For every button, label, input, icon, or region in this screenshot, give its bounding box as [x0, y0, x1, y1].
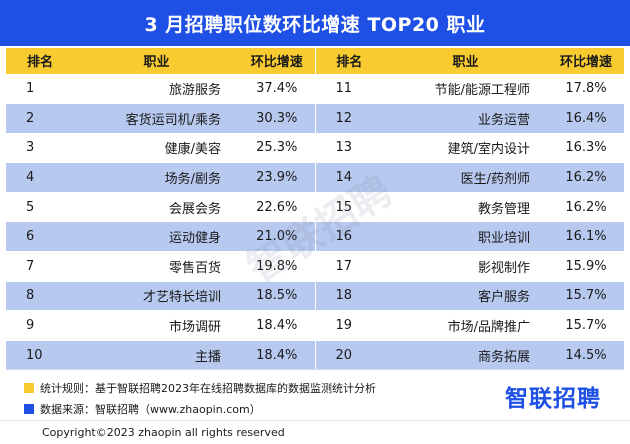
job-cell: 医生/药剂师: [383, 162, 548, 193]
job-cell: 客户服务: [383, 281, 548, 312]
header-growth-right: 环比增速: [548, 48, 624, 75]
growth-cell: 21.0%: [239, 221, 315, 253]
rank-cell: 19: [314, 310, 383, 341]
job-cell: 才艺特长培训: [74, 281, 239, 312]
rank-cell: 15: [314, 192, 383, 223]
growth-cell: 19.8%: [239, 251, 315, 282]
rank-cell: 8: [6, 281, 74, 312]
table-row: 4 场务/剧务 23.9% 14 医生/药剂师 16.2%: [6, 162, 624, 193]
table-row: 7 零售百货 19.8% 17 影视制作 15.9%: [6, 251, 624, 282]
growth-cell: 37.4%: [239, 74, 315, 105]
table-row: 3 健康/美容 25.3% 13 建筑/室内设计 16.3%: [6, 133, 624, 164]
brand-logo: 智联招聘: [505, 386, 601, 412]
rank-cell: 9: [6, 310, 74, 341]
footer-divider: [0, 420, 630, 421]
job-cell: 会展会务: [74, 192, 239, 223]
rank-cell: 7: [6, 251, 74, 282]
job-cell: 节能/能源工程师: [383, 74, 548, 105]
growth-cell: 30.3%: [239, 103, 315, 134]
legend: 统计规则：基于智联招聘2023年在线招聘数据库的数据监测统计分析 数据来源：智联…: [24, 380, 376, 422]
rank-cell: 13: [314, 133, 383, 164]
growth-cell: 16.1%: [548, 221, 624, 253]
rank-cell: 10: [6, 340, 74, 371]
job-cell: 健康/美容: [74, 133, 239, 164]
blue-square-icon: [24, 404, 34, 414]
header-rank-right: 排名: [314, 48, 383, 75]
table-row: 2 客货运司机/乘务 30.3% 12 业务运营 16.4%: [6, 103, 624, 134]
header-job-left: 职业: [74, 48, 239, 75]
job-cell: 影视制作: [383, 251, 548, 282]
growth-cell: 18.4%: [239, 310, 315, 341]
rank-cell: 4: [6, 162, 74, 193]
growth-cell: 25.3%: [239, 133, 315, 164]
growth-cell: 16.3%: [548, 133, 624, 164]
job-cell: 零售百货: [74, 251, 239, 282]
growth-cell: 22.6%: [239, 192, 315, 223]
job-cell: 职业培训: [383, 221, 548, 253]
header-growth-left: 环比增速: [239, 48, 315, 75]
job-cell: 商务拓展: [383, 340, 548, 371]
growth-cell: 18.5%: [239, 281, 315, 312]
page-title: 3 月招聘职位数环比增速 TOP20 职业: [0, 0, 630, 46]
rank-cell: 6: [6, 221, 74, 253]
growth-cell: 23.9%: [239, 162, 315, 193]
ranking-table: 排名 职业 环比增速 排名 职业 环比增速 1 旅游服务 37.4% 11 节能/能源工…: [6, 48, 624, 371]
table-row: 6 运动健身 21.0% 16 职业培训 16.1%: [6, 221, 624, 253]
growth-cell: 18.4%: [239, 340, 315, 371]
growth-cell: 16.2%: [548, 192, 624, 223]
ranking-table-wrapper: 排名 职业 环比增速 排名 职业 环比增速 1 旅游服务 37.4% 11 节能/能源工…: [6, 48, 624, 371]
job-cell: 场务/剧务: [74, 162, 239, 193]
rank-cell: 11: [314, 74, 383, 105]
table-row: 1 旅游服务 37.4% 11 节能/能源工程师 17.8%: [6, 74, 624, 105]
table-row: 9 市场调研 18.4% 19 市场/品牌推广 15.7%: [6, 310, 624, 341]
job-cell: 建筑/室内设计: [383, 133, 548, 164]
rank-cell: 17: [314, 251, 383, 282]
growth-cell: 16.4%: [548, 103, 624, 134]
legend-source-text: 数据来源：智联招聘（www.zhaopin.com）: [40, 403, 261, 416]
legend-source: 数据来源：智联招聘（www.zhaopin.com）: [24, 401, 376, 417]
rank-cell: 18: [314, 281, 383, 312]
job-cell: 运动健身: [74, 221, 239, 253]
job-cell: 市场调研: [74, 310, 239, 341]
growth-cell: 15.9%: [548, 251, 624, 282]
rank-cell: 14: [314, 162, 383, 193]
rank-cell: 2: [6, 103, 74, 134]
table-row: 8 才艺特长培训 18.5% 18 客户服务 15.7%: [6, 281, 624, 312]
growth-cell: 16.2%: [548, 162, 624, 193]
job-cell: 业务运营: [383, 103, 548, 134]
rank-cell: 1: [6, 74, 74, 105]
header-job-right: 职业: [383, 48, 548, 75]
table-header-row: 排名 职业 环比增速 排名 职业 环比增速: [6, 48, 624, 75]
legend-rule-text: 统计规则：基于智联招聘2023年在线招聘数据库的数据监测统计分析: [40, 382, 376, 395]
job-cell: 旅游服务: [74, 74, 239, 105]
rank-cell: 12: [314, 103, 383, 134]
legend-rule: 统计规则：基于智联招聘2023年在线招聘数据库的数据监测统计分析: [24, 380, 376, 396]
growth-cell: 14.5%: [548, 340, 624, 371]
rank-cell: 20: [314, 340, 383, 371]
job-cell: 客货运司机/乘务: [74, 103, 239, 134]
growth-cell: 17.8%: [548, 74, 624, 105]
rank-cell: 16: [314, 221, 383, 253]
yellow-square-icon: [24, 383, 34, 393]
copyright-text: Copyright©2023 zhaopin all rights reserv…: [42, 426, 285, 439]
table-row: 10 主播 18.4% 20 商务拓展 14.5%: [6, 340, 624, 371]
growth-cell: 15.7%: [548, 310, 624, 341]
table-row: 5 会展会务 22.6% 15 教务管理 16.2%: [6, 192, 624, 223]
rank-cell: 5: [6, 192, 74, 223]
growth-cell: 15.7%: [548, 281, 624, 312]
header-rank-left: 排名: [6, 48, 74, 75]
job-cell: 主播: [74, 340, 239, 371]
job-cell: 教务管理: [383, 192, 548, 223]
job-cell: 市场/品牌推广: [383, 310, 548, 341]
rank-cell: 3: [6, 133, 74, 164]
table-body: 1 旅游服务 37.4% 11 节能/能源工程师 17.8% 2 客货运司机/乘务 30.3% 1…: [6, 74, 624, 371]
